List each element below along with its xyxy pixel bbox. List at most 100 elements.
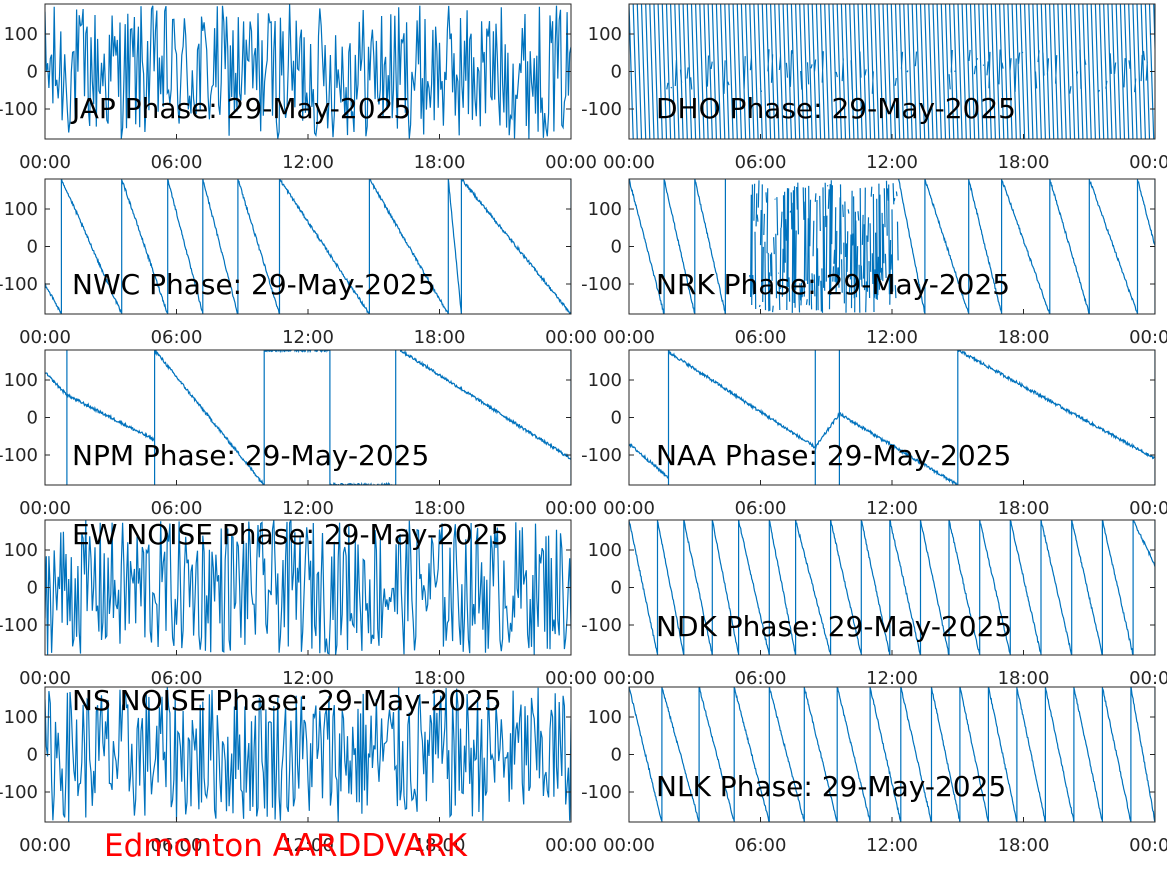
phase-line	[45, 520, 571, 655]
station-label: Edmonton AARDDVARK	[104, 828, 468, 864]
phase-panel-1: 100 0 -100 00:00 06:00 12:00 18:00 00:00 JAP Pha…	[0, 3, 597, 173]
x-tick-label: 06:00	[151, 498, 203, 519]
x-tick-label: 00:00	[603, 152, 655, 173]
y-tick-label: 0	[611, 578, 622, 599]
x-tick-label: 00:00	[545, 668, 597, 689]
phase-panel-7: 100 0 -100 00:00 06:00 12:00 18:00 00:00 EW NOIS…	[0, 518, 597, 689]
y-tick-label: 0	[27, 745, 38, 766]
y-tick-label: 0	[27, 62, 38, 83]
phase-panel-2: 100 0 -100 00:00 06:00 12:00 18:00 00:00 DHO Pha…	[581, 3, 1167, 173]
phase-trace	[45, 687, 571, 822]
x-tick-label: 00:00	[1129, 152, 1167, 173]
phase-panel-8: 100 0 -100 00:00 06:00 12:00 18:00 00:00 NDK Pha…	[581, 519, 1167, 689]
x-tick-label: 00:00	[545, 327, 597, 348]
x-tick-label: 00:00	[545, 835, 597, 856]
x-tick-label: 06:00	[151, 835, 203, 856]
phase-panel-6: 100 0 -100 00:00 06:00 12:00 18:00 00:00 NAA Pha…	[581, 349, 1167, 519]
x-tick-label: 06:00	[735, 152, 787, 173]
y-tick-label: -100	[581, 99, 622, 120]
x-tick-label: 00:00	[545, 498, 597, 519]
x-tick-label: 00:00	[1129, 498, 1167, 519]
x-tick-label: 18:00	[414, 668, 466, 689]
x-tick-label: 12:00	[866, 835, 918, 856]
y-tick-label: -100	[0, 274, 38, 295]
x-tick-label: 00:00	[603, 327, 655, 348]
x-tick-label: 12:00	[866, 152, 918, 173]
phase-trace	[629, 520, 1155, 655]
x-tick-label: 18:00	[998, 668, 1050, 689]
y-tick-label: 0	[27, 408, 38, 429]
y-tick-label: 100	[4, 707, 38, 728]
y-tick-label: 0	[611, 408, 622, 429]
phase-trace	[629, 687, 1155, 822]
panel-title: NDK Phase: 29-May-2025	[656, 610, 1012, 643]
y-tick-label: 100	[4, 540, 38, 561]
y-tick-label: -100	[0, 99, 38, 120]
x-tick-label: 00:00	[19, 152, 71, 173]
x-tick-label: 06:00	[735, 835, 787, 856]
x-tick-label: 00:00	[1129, 327, 1167, 348]
y-tick-label: 0	[611, 62, 622, 83]
x-tick-label: 18:00	[998, 152, 1050, 173]
phase-line	[629, 350, 1155, 485]
x-tick-label: 12:00	[866, 668, 918, 689]
y-tick-label: -100	[581, 445, 622, 466]
x-tick-label: 12:00	[866, 498, 918, 519]
panel-title: NRK Phase: 29-May-2025	[656, 268, 1010, 301]
x-tick-label: 12:00	[282, 835, 334, 856]
phase-line	[629, 687, 1155, 822]
panel-title: NPM Phase: 29-May-2025	[72, 439, 429, 472]
x-tick-label: 06:00	[151, 327, 203, 348]
y-tick-label: -100	[581, 615, 622, 636]
y-tick-label: -100	[581, 782, 622, 803]
y-tick-label: -100	[0, 615, 38, 636]
x-tick-label: 00:00	[1129, 668, 1167, 689]
x-tick-label: 06:00	[151, 152, 203, 173]
x-tick-label: 18:00	[998, 498, 1050, 519]
x-tick-label: 00:00	[1129, 835, 1167, 856]
y-tick-label: 100	[588, 199, 622, 220]
phase-line	[629, 520, 1155, 655]
phase-trace	[629, 179, 1155, 314]
panel-title: NAA Phase: 29-May-2025	[656, 439, 1011, 472]
y-tick-label: 0	[27, 578, 38, 599]
phase-line	[45, 4, 571, 139]
y-tick-label: -100	[581, 274, 622, 295]
x-tick-label: 12:00	[282, 668, 334, 689]
x-tick-label: 00:00	[19, 835, 71, 856]
panel-title: DHO Phase: 29-May-2025	[656, 92, 1016, 125]
y-tick-label: 100	[588, 370, 622, 391]
y-tick-label: -100	[0, 445, 38, 466]
panel-title: NS NOISE Phase: 29-May-2025	[72, 684, 502, 717]
phase-panel-10: 100 0 -100 00:00 06:00 12:00 18:00 00:00 NLK Pha…	[581, 686, 1167, 856]
y-tick-label: 100	[588, 707, 622, 728]
phase-line	[629, 179, 1155, 314]
phase-line	[45, 179, 571, 314]
x-tick-label: 06:00	[735, 327, 787, 348]
panel-title: EW NOISE Phase: 29-May-2025	[72, 518, 508, 551]
x-tick-label: 12:00	[866, 327, 918, 348]
x-tick-label: 00:00	[603, 668, 655, 689]
x-tick-label: 18:00	[414, 327, 466, 348]
x-tick-label: 00:00	[19, 668, 71, 689]
y-tick-label: -100	[0, 782, 38, 803]
y-tick-label: 100	[4, 370, 38, 391]
x-tick-label: 18:00	[998, 835, 1050, 856]
panel-title: NWC Phase: 29-May-2025	[72, 268, 436, 301]
x-tick-label: 18:00	[414, 498, 466, 519]
y-tick-label: 0	[27, 237, 38, 258]
phase-trace	[45, 179, 571, 314]
x-tick-label: 06:00	[735, 668, 787, 689]
phase-panel-4: 100 0 -100 00:00 06:00 12:00 18:00 00:00 NRK Pha…	[581, 178, 1167, 348]
y-tick-label: 100	[4, 199, 38, 220]
x-tick-label: 00:00	[19, 498, 71, 519]
x-tick-label: 06:00	[735, 498, 787, 519]
x-tick-label: 00:00	[603, 835, 655, 856]
x-tick-label: 00:00	[603, 498, 655, 519]
x-tick-label: 18:00	[998, 327, 1050, 348]
phase-trace	[45, 4, 571, 139]
y-tick-label: 100	[588, 540, 622, 561]
panel-title: NLK Phase: 29-May-2025	[656, 770, 1006, 803]
phase-panel-9: 100 0 -100 00:00 06:00 12:00 18:00 00:00 NS NOIS…	[0, 684, 597, 856]
